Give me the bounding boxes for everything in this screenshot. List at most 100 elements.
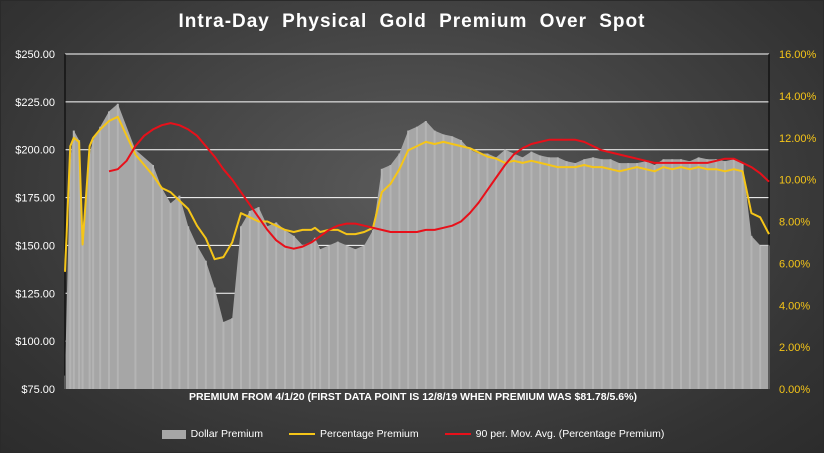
dollar-premium-bar bbox=[706, 159, 709, 389]
y-left-tick-label: $225.00 bbox=[15, 97, 55, 109]
y-left-tick-label: $75.00 bbox=[21, 384, 55, 396]
dollar-premium-bar bbox=[108, 111, 110, 389]
dollar-premium-bar bbox=[78, 140, 81, 389]
dollar-premium-bar bbox=[697, 157, 700, 389]
y-left-tick-label: $125.00 bbox=[15, 288, 55, 300]
dollar-premium-bar bbox=[187, 226, 190, 389]
dollar-premium-bar bbox=[653, 165, 656, 389]
dollar-premium-bar bbox=[398, 153, 401, 389]
dollar-premium-bar bbox=[416, 126, 418, 389]
dollar-premium-bar bbox=[248, 210, 251, 389]
y-right-tick-label: 0.00% bbox=[779, 384, 810, 396]
y-left-tick-label: $250.00 bbox=[15, 49, 55, 61]
dollar-premium-bar bbox=[592, 157, 594, 389]
dollar-premium-bar bbox=[275, 222, 278, 389]
y-right-tick-label: 4.00% bbox=[779, 300, 810, 312]
dollar-premium-bar bbox=[292, 235, 295, 389]
dollar-premium-bar bbox=[724, 161, 726, 389]
dollar-premium-bar bbox=[328, 245, 330, 389]
dollar-premium-bar bbox=[169, 203, 172, 389]
dollar-premium-bar bbox=[372, 230, 374, 389]
dollar-premium-bar bbox=[442, 134, 445, 389]
dollar-premium-bar bbox=[732, 159, 735, 389]
legend: Dollar Premium Percentage Premium 90 per… bbox=[1, 428, 823, 440]
dollar-premium-bar bbox=[240, 226, 242, 389]
dollar-premium-bar bbox=[451, 136, 454, 389]
dollar-premium-bar bbox=[644, 161, 647, 389]
percentage-premium-line bbox=[64, 115, 770, 272]
dollar-premium-bar bbox=[565, 161, 568, 389]
dollar-premium-bar bbox=[380, 168, 383, 389]
dollar-premium-bar bbox=[336, 241, 339, 389]
dollar-premium-bar bbox=[196, 245, 198, 389]
dollar-premium-bar bbox=[671, 159, 674, 389]
dollar-premium-bar bbox=[530, 151, 533, 389]
dollar-premium-bar bbox=[92, 140, 95, 389]
dollar-premium-bar bbox=[363, 245, 366, 389]
dollar-premium-bar bbox=[600, 159, 603, 389]
dollar-premium-bar bbox=[636, 163, 638, 389]
legend-swatch-moving-average bbox=[444, 433, 471, 435]
dollar-premium-bar bbox=[618, 163, 621, 389]
dollar-premium-bar bbox=[301, 245, 304, 389]
dollar-premium-bar bbox=[313, 237, 316, 389]
dollar-premium-bar bbox=[389, 165, 392, 389]
dollar-premium-bar bbox=[583, 159, 586, 389]
y-left-tick-label: $175.00 bbox=[15, 193, 55, 205]
y-right-tick-label: 6.00% bbox=[779, 258, 810, 270]
dollar-premium-bar bbox=[81, 230, 84, 389]
dollar-premium-bar bbox=[609, 159, 612, 389]
dollar-premium-bar bbox=[204, 260, 207, 389]
y-right-tick-label: 14.00% bbox=[779, 91, 817, 103]
legend-swatch-percentage-premium bbox=[289, 433, 315, 435]
dollar-premium-bar bbox=[152, 165, 154, 389]
legend-swatch-dollar-premium bbox=[161, 429, 186, 439]
legend-label-moving-average: 90 per. Mov. Avg. (Percentage Premium) bbox=[475, 428, 665, 440]
chart-note: PREMIUM FROM 4/1/20 (FIRST DATA POINT IS… bbox=[189, 391, 637, 403]
dollar-premium-bar bbox=[213, 287, 216, 389]
legend-item-dollar-premium: Dollar Premium bbox=[161, 428, 263, 440]
dollar-premium-bar bbox=[178, 195, 181, 389]
legend-item-percentage-premium: Percentage Premium bbox=[289, 428, 419, 440]
dollar-premium-bar bbox=[495, 157, 498, 389]
y-right-tick-label: 2.00% bbox=[779, 342, 810, 354]
dollar-premium-bar bbox=[99, 126, 102, 389]
dollar-premium-bar bbox=[468, 149, 471, 389]
dollar-premium-bar bbox=[688, 161, 691, 389]
legend-item-moving-average: 90 per. Mov. Avg. (Percentage Premium) bbox=[444, 428, 665, 440]
y-right-tick-label: 12.00% bbox=[779, 133, 817, 145]
dollar-premium-bar bbox=[680, 159, 682, 389]
dollar-premium-bar bbox=[460, 140, 462, 389]
dollar-premium-bar bbox=[627, 163, 630, 389]
y-left-tick-label: $150.00 bbox=[15, 240, 55, 252]
dollar-premium-bar bbox=[741, 163, 744, 389]
dollar-premium-bar bbox=[88, 153, 91, 389]
y-left-tick-label: $100.00 bbox=[15, 336, 55, 348]
dollar-premium-bar bbox=[231, 318, 234, 389]
dollar-premium-bar bbox=[512, 153, 515, 389]
dollar-premium-bar bbox=[134, 149, 137, 389]
dollar-premium-bar bbox=[266, 226, 269, 389]
dollar-premium-bar bbox=[750, 235, 753, 389]
dollar-premium-bar bbox=[424, 121, 427, 389]
dollar-premium-bar bbox=[257, 207, 260, 389]
dollar-premium-bar bbox=[69, 159, 72, 389]
dollar-premium-bar bbox=[433, 130, 436, 390]
dollar-premium-bar bbox=[556, 157, 559, 389]
dollar-premium-bar bbox=[548, 157, 550, 389]
y-right-tick-label: 8.00% bbox=[779, 217, 810, 229]
y-left-tick-label: $200.00 bbox=[15, 145, 55, 157]
dollar-premium-bar bbox=[662, 159, 665, 389]
dollar-premium-bar bbox=[310, 241, 313, 389]
dollar-premium-bar bbox=[345, 245, 348, 389]
moving-average-line bbox=[108, 122, 770, 250]
dollar-premium-bar bbox=[319, 249, 322, 389]
dollar-premium-bar bbox=[116, 103, 119, 390]
dollar-premium-bar bbox=[504, 149, 506, 389]
dollar-premium-bar bbox=[574, 163, 577, 389]
dollar-premium-bar bbox=[486, 153, 489, 389]
y-right-tick-label: 10.00% bbox=[779, 175, 817, 187]
legend-label-percentage-premium: Percentage Premium bbox=[320, 428, 419, 440]
